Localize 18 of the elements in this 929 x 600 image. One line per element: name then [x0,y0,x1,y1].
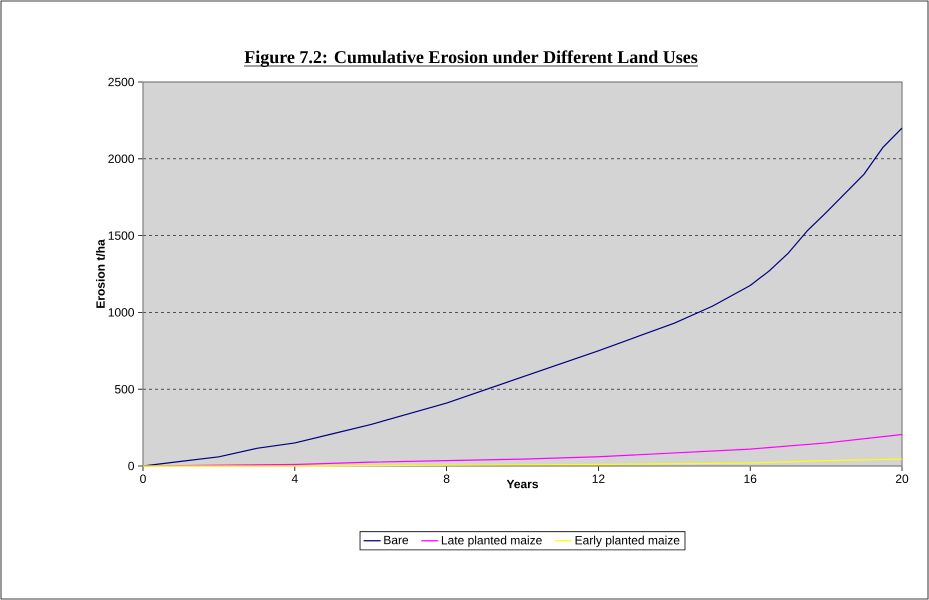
x-tick-label: 20 [896,474,908,484]
x-tick-label: 8 [444,474,450,484]
y-tick-label: 500 [114,384,134,394]
legend-label: Early planted maize [576,536,680,547]
x-tick-label: 16 [744,474,756,484]
x-tick-label: 4 [292,474,298,483]
x-axis-title: Years [506,480,538,488]
x-tick-label: 12 [592,474,604,483]
y-tick-label: 1000 [108,308,134,317]
y-tick-label: 1500 [108,231,134,240]
x-tick-label: 0 [140,474,146,484]
y-tick-label: 0 [128,462,134,470]
legend-label: Bare [384,536,408,544]
chart-title: Figure 7.2: Cumulative Erosion under Different Land Uses [244,50,698,67]
y-axis-title: Erosion t/ha [96,239,105,308]
legend-label: Late planted maize [442,536,542,547]
y-tick-label: 2000 [108,154,134,164]
y-tick-label: 2500 [108,78,134,86]
